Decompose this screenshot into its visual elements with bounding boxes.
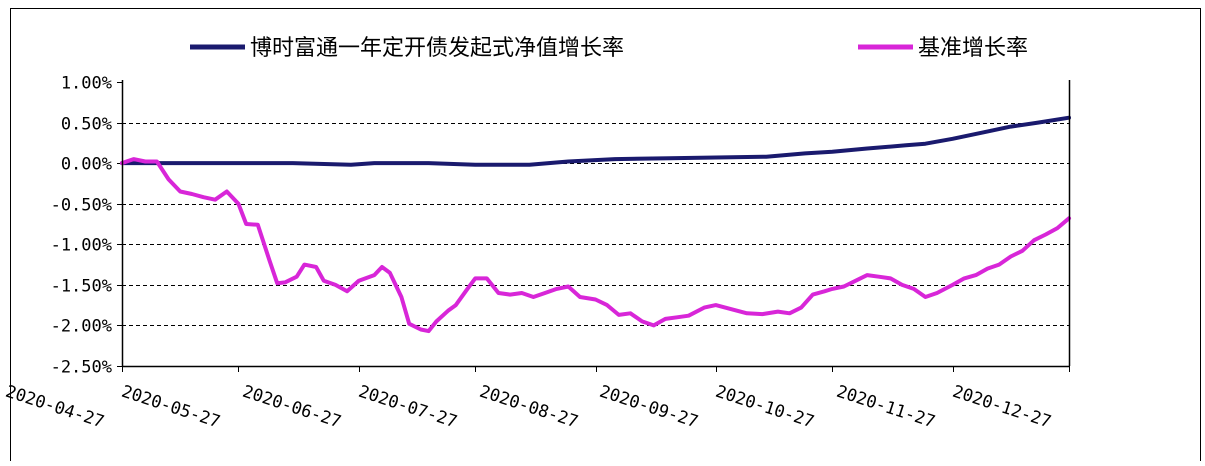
legend-label-fund: 博时富通一年定开债发起式净值增长率 [250, 36, 624, 61]
legend-label-benchmark: 基准增长率 [918, 36, 1028, 61]
y-tick-label: -1.00% [51, 236, 112, 256]
series-lines [120, 115, 1071, 334]
y-tick-label: 1.00% [61, 74, 112, 94]
axes [121, 80, 1071, 368]
y-tick-label: 0.00% [61, 155, 112, 175]
y-tick-label: -2.50% [51, 358, 112, 378]
series-line-benchmark [120, 157, 1071, 334]
y-tick-label: -1.50% [51, 277, 112, 297]
y-axis-ticks: 1.00% 0.50% 0.00% -0.50% -1.00% -1.50% -2.00% -… [51, 74, 122, 378]
y-tick-label: -2.00% [51, 317, 112, 337]
chart-frame [10, 8, 1201, 466]
legend: 博时富通一年定开债发起式净值增长率 基准增长率 [190, 36, 1028, 61]
y-tick-label: -0.50% [51, 196, 112, 216]
y-tick-label: 0.50% [61, 115, 112, 135]
series-line-fund [120, 115, 1071, 167]
